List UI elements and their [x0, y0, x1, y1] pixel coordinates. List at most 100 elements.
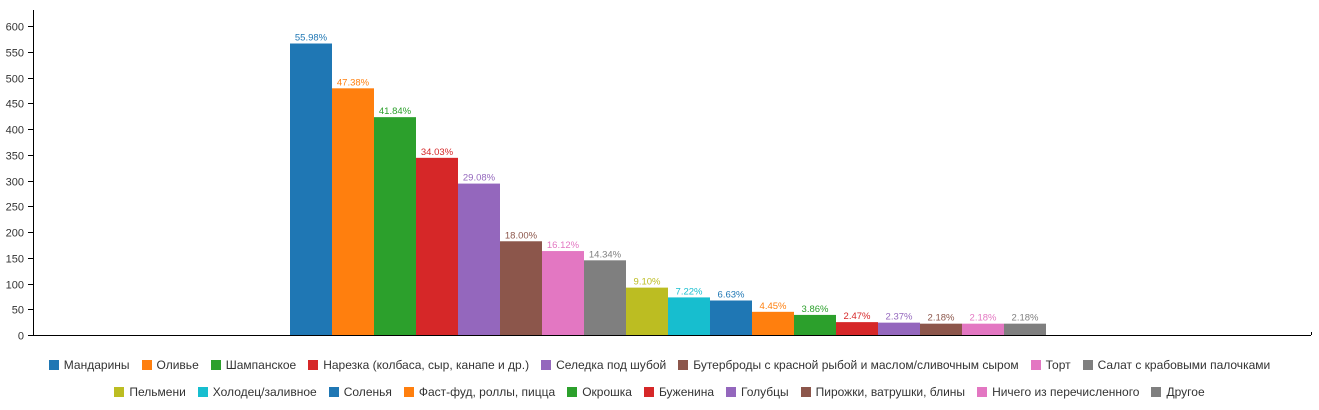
y-tick-label: 300 — [6, 177, 24, 189]
legend-swatch — [800, 387, 811, 397]
legend-swatch — [141, 360, 152, 370]
legend-swatch — [328, 387, 339, 397]
legend-swatch — [1151, 387, 1162, 397]
bar[interactable] — [626, 287, 668, 335]
y-tick-label: 350 — [6, 151, 24, 163]
data-label: 16.12% — [547, 240, 580, 251]
legend-swatch — [643, 387, 654, 397]
bar[interactable] — [752, 311, 794, 335]
legend-label: Пирожки, ватрушки, блины — [815, 385, 966, 399]
y-tick-label: 50 — [12, 305, 24, 317]
y-tick-label: 600 — [6, 22, 24, 34]
data-label: 14.34% — [589, 249, 622, 260]
bar[interactable] — [668, 297, 710, 335]
legend-swatch — [210, 360, 221, 370]
y-tick-label: 550 — [6, 48, 24, 60]
data-label: 2.18% — [970, 313, 997, 324]
legend-label: Буженина — [658, 385, 715, 399]
y-tick-label: 250 — [6, 202, 24, 214]
data-label: 29.08% — [463, 173, 496, 184]
bar[interactable] — [794, 314, 836, 335]
legend-swatch — [308, 360, 319, 370]
bar[interactable] — [962, 323, 1004, 335]
data-label: 18.00% — [505, 230, 538, 241]
legend-item[interactable]: Мандарины — [48, 358, 130, 372]
legend-item[interactable]: Нарезка (колбаса, сыр, канапе и др.) — [308, 358, 529, 372]
legend-item[interactable]: Окрошка — [567, 385, 632, 399]
legend-label: Салат с крабовыми палочками — [1097, 358, 1271, 372]
legend-label: Нарезка (колбаса, сыр, канапе и др.) — [323, 358, 530, 372]
legend-label: Бутерброды с красной рыбой и маслом/слив… — [693, 358, 1019, 372]
legend-row: Пельмени Холодец/заливное Соленья Фаст-фуд,… — [0, 383, 1319, 401]
bar[interactable] — [332, 88, 374, 335]
legend-label: Ничего из перечисленного — [992, 385, 1140, 399]
data-label: 3.86% — [802, 304, 829, 315]
legend-swatch — [678, 360, 689, 370]
y-tick-label: 200 — [6, 228, 24, 240]
legend-label: Холодец/заливное — [212, 385, 317, 399]
bar[interactable] — [1004, 323, 1046, 335]
legend-swatch — [567, 387, 578, 397]
legend-item[interactable]: Ничего из перечисленного — [977, 385, 1139, 399]
legend-swatch — [197, 387, 208, 397]
legend-item[interactable]: Селедка под шубой — [541, 358, 666, 372]
bar[interactable] — [500, 241, 542, 335]
legend-item[interactable]: Пельмени — [114, 385, 186, 399]
y-tick-label: 450 — [6, 99, 24, 111]
legend-label: Соленья — [343, 385, 392, 399]
legend-item[interactable]: Пирожки, ватрушки, блины — [800, 385, 966, 399]
data-label: 4.45% — [760, 301, 787, 312]
legend-label: Окрошка — [582, 385, 632, 399]
legend-swatch — [403, 387, 414, 397]
data-label: 34.03% — [421, 147, 454, 158]
legend-item[interactable]: Оливье — [141, 358, 199, 372]
legend-item[interactable]: Фаст-фуд, роллы, пицца — [403, 385, 555, 399]
bar[interactable] — [878, 322, 920, 335]
legend-swatch — [1030, 360, 1041, 370]
data-label: 9.10% — [634, 277, 661, 288]
legend-label: Мандарины — [63, 358, 130, 372]
bar[interactable] — [710, 300, 752, 335]
data-label: 41.84% — [379, 106, 412, 117]
legend-item[interactable]: Холодец/заливное — [197, 385, 317, 399]
y-tick-label: 150 — [6, 254, 24, 266]
legend-item[interactable]: Салат с крабовыми палочками — [1082, 358, 1271, 372]
data-label: 2.47% — [844, 311, 871, 322]
legend-item[interactable]: Соленья — [328, 385, 392, 399]
data-labels: 55.98% 47.38% 41.84% 34.03% 29.08% 18.00% 16.1… — [295, 33, 1039, 324]
legend-item[interactable]: Буженина — [643, 385, 715, 399]
bars — [290, 43, 1046, 335]
data-label: 6.63% — [718, 289, 745, 300]
legend-label: Оливье — [156, 358, 199, 372]
bar[interactable] — [374, 117, 416, 335]
y-tick-label: 500 — [6, 74, 24, 86]
data-label: 2.18% — [1012, 313, 1039, 324]
bar[interactable] — [542, 251, 584, 335]
data-label: 47.38% — [337, 77, 370, 88]
legend-item[interactable]: Бутерброды с красной рыбой и маслом/слив… — [678, 358, 1019, 372]
legend-swatch — [1082, 360, 1093, 370]
legend-item[interactable]: Голубцы — [726, 385, 789, 399]
bar[interactable] — [416, 157, 458, 335]
y-axis: 0 50 100 150 200 250 300 350 400 450 500 550 600 — [6, 10, 34, 343]
legend-swatch — [48, 360, 59, 370]
legend-item[interactable]: Другое — [1151, 385, 1205, 399]
x-axis — [33, 332, 1312, 336]
legend-label: Селедка под шубой — [556, 358, 667, 372]
bar[interactable] — [290, 43, 332, 335]
legend-swatch — [726, 387, 737, 397]
y-tick-label: 100 — [6, 280, 24, 292]
bar[interactable] — [920, 323, 962, 335]
legend-swatch — [541, 360, 552, 370]
legend-item[interactable]: Шампанское — [210, 358, 297, 372]
legend-item[interactable]: Торт — [1030, 358, 1071, 372]
legend-label: Шампанское — [225, 358, 297, 372]
y-tick-label: 0 — [18, 331, 24, 343]
bar[interactable] — [458, 183, 500, 335]
legend-label: Другое — [1166, 385, 1205, 399]
y-tick-label: 400 — [6, 125, 24, 137]
data-label: 2.37% — [886, 312, 913, 323]
bar[interactable] — [584, 260, 626, 335]
legend-swatch — [114, 387, 125, 397]
bar[interactable] — [836, 322, 878, 335]
